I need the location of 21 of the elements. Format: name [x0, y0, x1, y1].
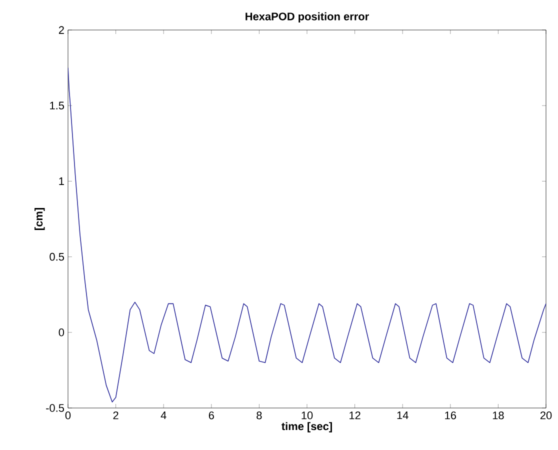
- y-tick-label: 1.5: [50, 102, 64, 110]
- x-tick-label: 0: [65, 412, 71, 420]
- x-axis-title: time [sec]: [282, 422, 332, 432]
- x-tick-label: 8: [256, 412, 262, 420]
- y-axis-title: [cm]: [34, 208, 45, 230]
- y-tick-label: 0: [58, 328, 64, 336]
- y-tick-label: -0.5: [46, 404, 64, 412]
- x-tick-label: 18: [492, 412, 504, 420]
- y-tick-label: 1: [59, 177, 64, 185]
- x-tick-label: 10: [302, 412, 313, 420]
- x-tick-label: 2: [113, 412, 118, 420]
- chart-title: HexaPOD position error: [246, 12, 369, 22]
- y-tick-label: 2: [58, 26, 64, 34]
- y-tick-label: 0.5: [50, 252, 64, 261]
- x-tick-label: 20: [540, 412, 552, 420]
- x-tick-label: 6: [208, 412, 214, 420]
- x-tick-label: 16: [445, 412, 456, 420]
- line-series: [68, 67, 546, 402]
- x-tick-label: 14: [397, 412, 408, 420]
- x-tick-label: 12: [350, 412, 360, 420]
- x-tick-label: 4: [160, 412, 166, 420]
